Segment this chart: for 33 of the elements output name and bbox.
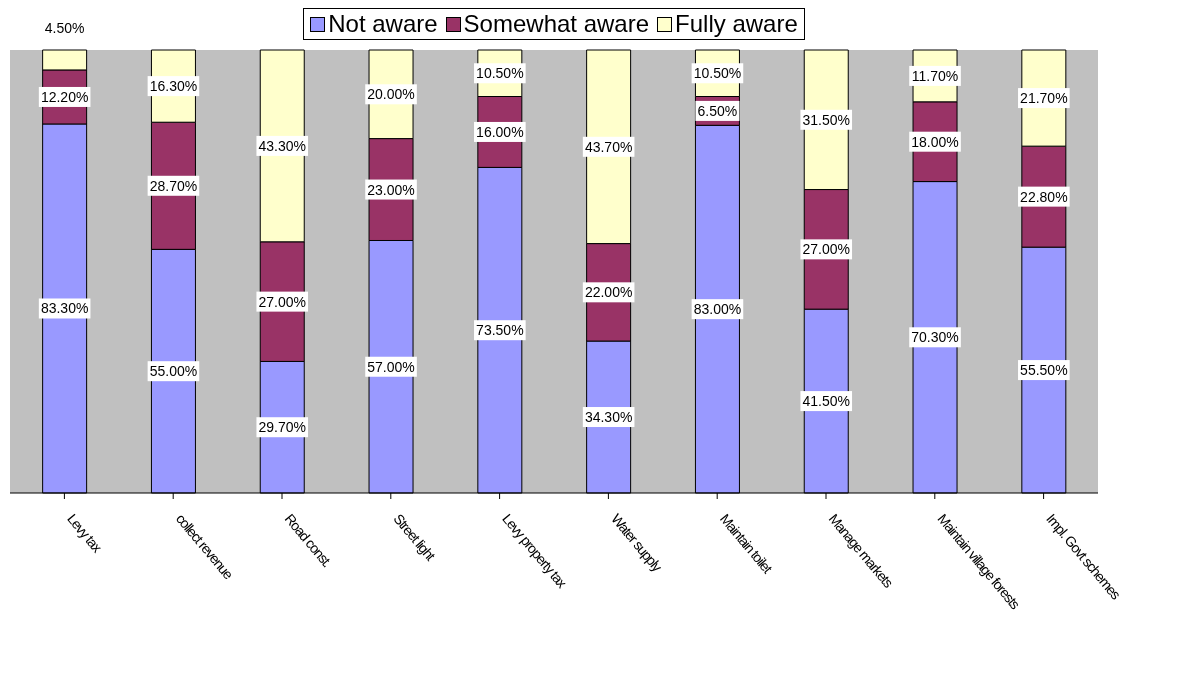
legend-label: Not aware [327, 10, 438, 38]
data-label: 16.00% [476, 123, 524, 140]
data-label: 27.00% [258, 293, 306, 310]
data-label: 43.30% [258, 137, 306, 154]
data-label: 43.70% [584, 138, 633, 155]
data-label: 55.00% [149, 363, 198, 380]
data-label: 28.70% [149, 177, 198, 194]
data-label: 22.00% [584, 284, 633, 301]
data-label: 23.00% [367, 181, 415, 198]
data-label: 27.00% [802, 241, 850, 258]
data-label: 73.50% [476, 322, 524, 339]
data-label: 57.00% [367, 358, 415, 375]
data-label: 21.70% [1020, 90, 1068, 107]
data-label: 41.50% [802, 393, 850, 410]
legend-label: Fully aware [674, 10, 798, 38]
data-label: 83.00% [693, 301, 742, 318]
data-label: 6.50% [697, 102, 738, 119]
data-label: 34.30% [584, 409, 633, 426]
data-label: 11.70% [911, 67, 959, 84]
data-label: 16.30% [149, 78, 198, 95]
data-label: 18.00% [911, 133, 959, 150]
data-label: 12.20% [40, 88, 89, 105]
data-label: 4.50% [44, 20, 85, 36]
data-label: 10.50% [693, 65, 742, 82]
data-label: 31.50% [802, 111, 850, 128]
data-label: 10.50% [476, 65, 524, 82]
data-label: 29.70% [258, 419, 306, 436]
data-label: 20.00% [367, 86, 415, 103]
data-label: 22.80% [1020, 188, 1068, 205]
data-label: 83.30% [40, 300, 89, 317]
legend-label: Somewhat aware [462, 10, 650, 38]
data-label: 70.30% [911, 329, 959, 346]
data-label: 55.50% [1020, 362, 1068, 379]
